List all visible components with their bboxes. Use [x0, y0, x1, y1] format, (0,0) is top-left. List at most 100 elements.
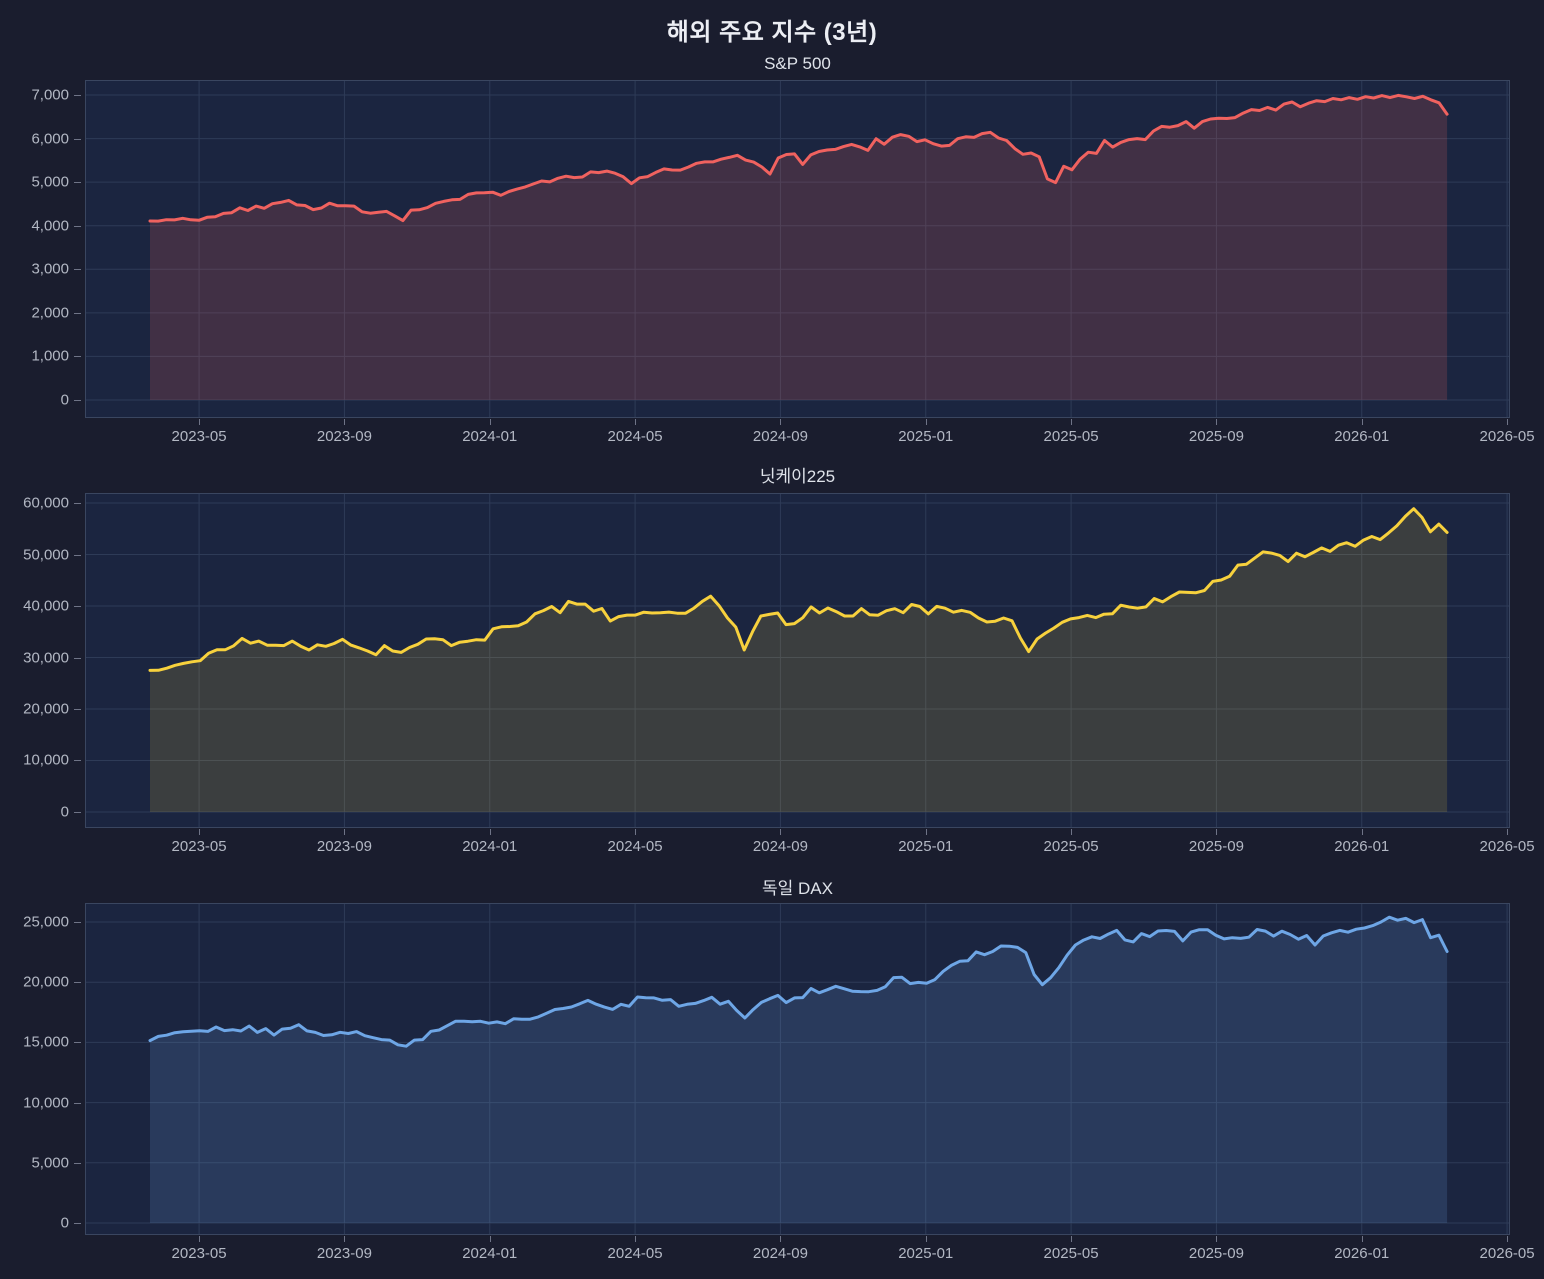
y-tick-mark — [74, 606, 81, 607]
x-tick-label: 2025-09 — [1188, 428, 1244, 445]
x-tick-label: 2025-01 — [898, 838, 954, 855]
y-tick-mark — [74, 554, 81, 556]
chart-nikkei225-x-axis: 2023-05 2023-09 2024-01 2024-05 2024-09 2025-… — [85, 829, 1535, 863]
x-tick-label: 2024-05 — [607, 838, 663, 855]
x-tick-label: 2023-05 — [171, 428, 227, 445]
series-area-fill — [150, 95, 1448, 401]
chart-dax-y-axis: 0 5,000 10,000 15,000 20,000 25,000 — [0, 903, 84, 1235]
x-tick-label: 2025-05 — [1043, 838, 1099, 855]
y-tick-label: 4,000 — [31, 217, 69, 235]
area-chart-svg — [85, 80, 1510, 418]
y-tick-label: 25,000 — [23, 913, 69, 931]
x-tick-mark — [489, 829, 491, 835]
x-tick-mark — [1507, 419, 1509, 425]
series-line — [148, 507, 1449, 672]
x-tick-label: 2024-05 — [607, 1245, 663, 1262]
x-tick-label: 2025-05 — [1043, 1245, 1099, 1262]
x-tick-label: 2026-05 — [1479, 1245, 1535, 1262]
chart-sp500-title: S&P 500 — [764, 54, 831, 73]
chart-nikkei225-y-axis: 0 10,000 20,000 30,000 40,000 50,000 60,000 — [0, 493, 84, 828]
x-tick-mark — [925, 419, 927, 425]
x-tick-label: 2026-01 — [1334, 428, 1390, 445]
x-tick-label: 2025-09 — [1188, 838, 1244, 855]
chart-dax-title: 독일 DAX — [762, 879, 833, 898]
y-tick-label: 10,000 — [23, 751, 69, 769]
plot-background — [85, 493, 1510, 828]
chart-nikkei225-plot-area — [85, 493, 1510, 828]
x-tick-mark — [1507, 1236, 1509, 1242]
x-tick-label: 2023-09 — [316, 1245, 372, 1262]
y-tick-label: 60,000 — [23, 494, 69, 512]
x-tick-mark — [925, 1236, 927, 1242]
series-line — [148, 93, 1449, 223]
y-tick-mark — [74, 138, 81, 140]
x-tick-label: 2024-01 — [462, 1245, 518, 1262]
x-tick-mark — [489, 419, 491, 425]
chart-nikkei225-title: 닛케이225 — [759, 467, 836, 486]
chart-dax-x-axis: 2023-05 2023-09 2024-01 2024-05 2024-09 2025-… — [85, 1236, 1535, 1270]
x-tick-mark — [199, 419, 201, 425]
y-tick-mark — [74, 312, 81, 314]
x-tick-label: 2026-01 — [1334, 1245, 1390, 1262]
y-tick-mark — [74, 356, 81, 358]
x-tick-label: 2023-05 — [171, 838, 227, 855]
y-tick-label: 1,000 — [31, 347, 69, 365]
x-tick-label: 2024-01 — [462, 428, 518, 445]
x-tick-label: 2024-09 — [752, 838, 808, 855]
x-tick-mark — [199, 1236, 201, 1242]
y-tick-label: 50,000 — [23, 546, 69, 563]
x-tick-label: 2024-01 — [462, 838, 518, 855]
y-tick-label: 0 — [60, 391, 69, 409]
y-tick-mark — [74, 225, 81, 227]
x-tick-mark — [1216, 419, 1218, 425]
y-tick-mark — [74, 400, 81, 401]
y-tick-mark — [74, 708, 81, 710]
x-tick-mark — [635, 419, 637, 425]
y-tick-mark — [74, 94, 81, 96]
x-tick-label: 2026-01 — [1334, 838, 1390, 855]
x-tick-mark — [1216, 829, 1218, 835]
x-tick-mark — [489, 1236, 491, 1242]
y-tick-mark — [74, 1222, 81, 1224]
chart-sp500-plot-area — [85, 80, 1510, 418]
x-tick-mark — [199, 829, 201, 835]
x-tick-mark — [1071, 419, 1073, 425]
y-tick-label: 30,000 — [23, 649, 69, 666]
y-tick-label: 7,000 — [31, 86, 69, 104]
x-tick-label: 2024-09 — [752, 1245, 808, 1262]
x-tick-label: 2025-01 — [898, 428, 954, 445]
x-tick-mark — [1071, 1236, 1073, 1242]
y-tick-label: 20,000 — [23, 700, 69, 718]
y-tick-label: 6,000 — [31, 130, 69, 148]
series-area-fill — [150, 917, 1448, 1223]
x-tick-mark — [1361, 829, 1363, 835]
x-tick-mark — [1361, 419, 1363, 425]
plot-border — [85, 80, 1510, 418]
x-tick-label: 2025-09 — [1188, 1245, 1244, 1262]
x-tick-mark — [635, 829, 637, 835]
x-tick-mark — [1507, 829, 1509, 835]
x-tick-label: 2026-05 — [1479, 428, 1535, 445]
series-line — [148, 915, 1449, 1048]
y-tick-mark — [74, 811, 81, 813]
x-tick-label: 2023-09 — [316, 428, 372, 445]
y-tick-mark — [74, 657, 81, 659]
x-tick-mark — [344, 829, 346, 835]
x-tick-label: 2026-05 — [1479, 838, 1535, 855]
x-tick-mark — [1071, 829, 1073, 835]
area-chart-svg — [85, 903, 1510, 1235]
x-tick-mark — [1361, 1236, 1363, 1242]
x-tick-mark — [780, 1236, 782, 1242]
y-tick-mark — [74, 269, 81, 271]
chart-sp500-x-axis: 2023-05 2023-09 2024-01 2024-05 2024-09 2025-… — [85, 419, 1535, 453]
x-tick-mark — [780, 419, 782, 425]
y-tick-label: 15,000 — [23, 1033, 69, 1051]
plot-background — [85, 80, 1510, 418]
x-tick-label: 2025-05 — [1043, 428, 1099, 445]
y-tick-mark — [74, 1162, 81, 1164]
x-tick-label: 2023-09 — [316, 838, 372, 855]
x-tick-label: 2024-05 — [607, 428, 663, 445]
y-tick-label: 0 — [60, 1214, 69, 1232]
plot-background — [85, 903, 1510, 1235]
